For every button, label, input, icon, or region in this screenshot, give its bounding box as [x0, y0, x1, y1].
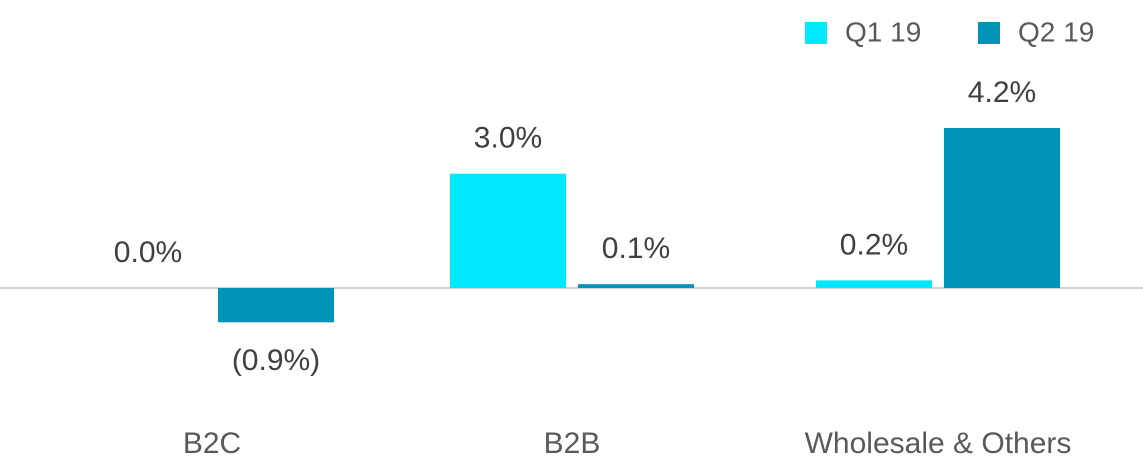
- bar: [450, 173, 566, 288]
- legend-swatch: [805, 22, 827, 44]
- bar: [944, 127, 1060, 288]
- legend-label: Q1 19: [845, 16, 921, 47]
- x-tick-label: B2C: [183, 427, 241, 460]
- bar: [816, 280, 932, 288]
- bar: [578, 284, 694, 288]
- data-label: 0.1%: [602, 232, 670, 265]
- data-label: 0.0%: [114, 236, 182, 269]
- x-tick-label: B2B: [544, 427, 601, 460]
- bar: [218, 288, 334, 323]
- data-label: (0.9%): [232, 344, 320, 377]
- data-label: 0.2%: [840, 228, 908, 261]
- data-label: 3.0%: [474, 122, 542, 155]
- data-label: 4.2%: [968, 76, 1036, 109]
- legend-swatch: [978, 22, 1000, 44]
- legend-label: Q2 19: [1018, 16, 1094, 47]
- x-tick-label: Wholesale & Others: [805, 427, 1072, 460]
